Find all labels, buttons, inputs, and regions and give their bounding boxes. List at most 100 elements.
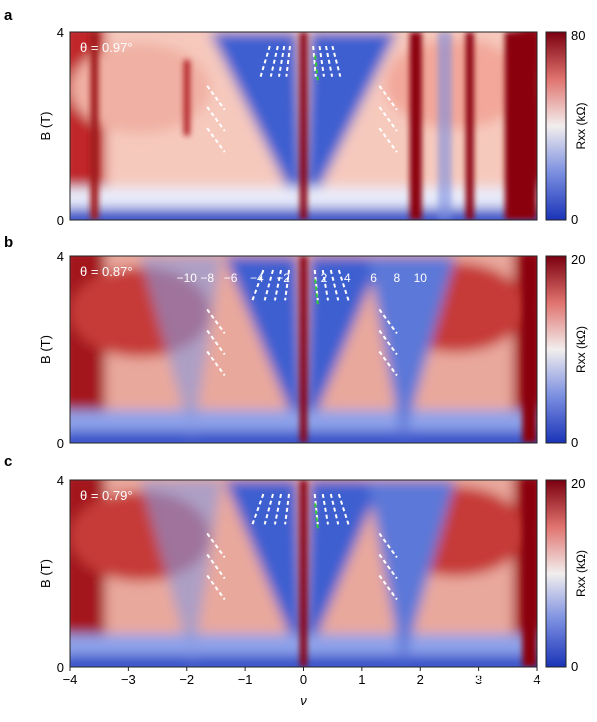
panel-letter: b bbox=[4, 234, 13, 251]
fan-label: −2 bbox=[276, 271, 290, 285]
panel-letter: c bbox=[4, 453, 12, 470]
x-tick-label: −2 bbox=[179, 672, 194, 687]
fan-line bbox=[259, 45, 271, 77]
colorbar: 20 0 Rxx (kΩ) bbox=[545, 252, 588, 450]
fan-line bbox=[331, 45, 342, 77]
fan-line bbox=[273, 269, 283, 301]
colorbar-gradient bbox=[545, 479, 567, 668]
y-tick-label: 0 bbox=[57, 660, 64, 675]
fan-line bbox=[321, 493, 330, 525]
fan-line bbox=[277, 45, 286, 77]
fan-label: −4 bbox=[250, 271, 264, 285]
colorbar-tick-label: 20 bbox=[571, 252, 585, 267]
y-axis-label: B (T) bbox=[38, 335, 53, 364]
fan-line bbox=[206, 350, 226, 377]
colorbar: 20 0 Rxx (kΩ) bbox=[545, 476, 588, 674]
fan-line bbox=[312, 46, 317, 77]
fan-line bbox=[206, 106, 226, 132]
fan-line bbox=[321, 269, 330, 301]
y-tick-label: 4 bbox=[57, 25, 64, 40]
heatmap bbox=[70, 480, 537, 667]
fan-line bbox=[378, 350, 398, 377]
colorbar-tick-label: 20 bbox=[571, 476, 585, 491]
fan-line bbox=[263, 269, 274, 301]
fan-line bbox=[329, 493, 340, 525]
colorbar-tick-label: 0 bbox=[571, 212, 578, 227]
fan-label: 6 bbox=[370, 271, 377, 285]
x-axis-label: ν bbox=[300, 693, 307, 708]
y-tick-label: 4 bbox=[57, 249, 64, 264]
fan-line bbox=[206, 329, 226, 356]
colorbar-tick-label: 0 bbox=[571, 435, 578, 450]
fan-label: −8 bbox=[200, 271, 214, 285]
panel-a: a 0 4 B (T) θ = 0.97° 80 0 Rxx (kΩ) bbox=[4, 7, 588, 228]
theta-label: θ = 0.79° bbox=[80, 488, 133, 503]
fan-line bbox=[206, 553, 226, 580]
landau-fan-lines bbox=[206, 45, 398, 153]
colorbar-tick-label: 0 bbox=[571, 659, 578, 674]
fan-line bbox=[337, 269, 350, 301]
x-tick-label: −3 bbox=[121, 672, 136, 687]
fan-line-green bbox=[314, 55, 320, 84]
fan-line bbox=[378, 127, 398, 153]
fan-label: −6 bbox=[224, 271, 238, 285]
fan-line bbox=[206, 85, 226, 111]
x-tick-label: 3 bbox=[475, 672, 482, 687]
fan-line bbox=[378, 329, 398, 356]
panel-b: b 0 4 B (T) θ = 0.87° −10 −8 −6 −4 −2 2 4 6 8 10 20 0 Rxx… bbox=[4, 234, 588, 451]
fan-line bbox=[313, 493, 319, 525]
heatmap bbox=[70, 32, 537, 220]
x-tick-label: 2 bbox=[417, 672, 424, 687]
colorbar-gradient bbox=[545, 31, 567, 221]
fan-line bbox=[206, 532, 226, 559]
heatmap bbox=[70, 256, 537, 443]
fan-line bbox=[324, 45, 334, 77]
fan-line bbox=[378, 85, 398, 111]
y-tick-label: 4 bbox=[57, 473, 64, 488]
y-axis-label: B (T) bbox=[38, 559, 53, 588]
x-tick-label: −4 bbox=[63, 672, 78, 687]
panel-letter: a bbox=[4, 7, 13, 24]
fan-line bbox=[378, 532, 398, 559]
fan-line bbox=[313, 269, 319, 301]
fan-line bbox=[251, 493, 265, 525]
x-tick-label: 4 bbox=[533, 672, 540, 687]
x-tick-label: 1 bbox=[358, 672, 365, 687]
theta-label: θ = 0.97° bbox=[80, 40, 133, 55]
fan-line bbox=[284, 269, 291, 301]
fan-line bbox=[378, 574, 398, 601]
landau-fan-lines bbox=[206, 493, 398, 601]
fan-line bbox=[378, 553, 398, 580]
fan-line bbox=[263, 493, 274, 525]
fan-line-green bbox=[314, 503, 320, 532]
y-axis-label: B (T) bbox=[38, 112, 53, 141]
colorbar-gradient bbox=[545, 255, 567, 444]
panel-c: c 0 4 B (T) θ = 0.79° 20 0 Rxx (kΩ) −4 −3 −2 −1 0 1 2 3… bbox=[4, 453, 588, 708]
fan-line bbox=[269, 45, 279, 77]
landau-fan-lines bbox=[206, 269, 398, 377]
fan-line bbox=[329, 269, 340, 301]
colorbar-tick-label: 80 bbox=[571, 28, 585, 43]
colorbar-label: Rxx (kΩ) bbox=[574, 550, 588, 597]
fan-line bbox=[285, 45, 292, 77]
fan-label: 8 bbox=[394, 271, 401, 285]
fan-line bbox=[206, 574, 226, 601]
y-tick-label: 0 bbox=[57, 213, 64, 228]
fan-line bbox=[378, 106, 398, 132]
plot-frame bbox=[69, 255, 538, 444]
colorbar-label: Rxx (kΩ) bbox=[574, 326, 588, 373]
fan-line bbox=[284, 493, 291, 525]
fan-line bbox=[273, 493, 283, 525]
fan-line bbox=[378, 308, 398, 335]
fan-line bbox=[318, 45, 325, 77]
watermark: 知乎 @乐乐波色子 bbox=[460, 672, 585, 690]
fan-line bbox=[337, 493, 350, 525]
fan-label: 2 bbox=[321, 271, 328, 285]
fan-line bbox=[251, 269, 265, 301]
fan-label: 10 bbox=[414, 271, 428, 285]
fan-line-green bbox=[314, 279, 320, 308]
fan-label: 4 bbox=[344, 271, 351, 285]
fan-line bbox=[206, 308, 226, 335]
fan-label: −10 bbox=[177, 271, 198, 285]
